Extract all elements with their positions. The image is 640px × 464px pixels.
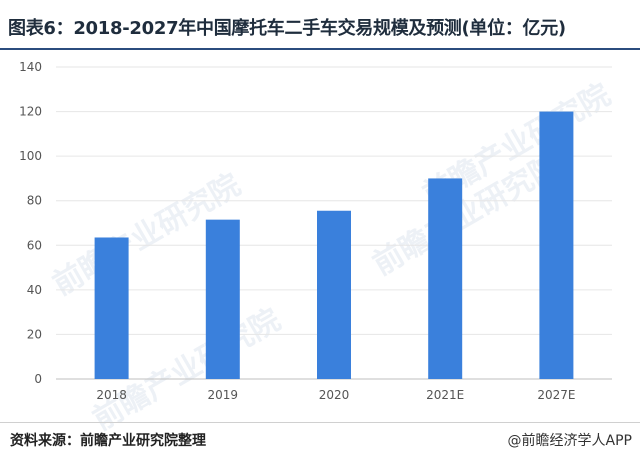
y-tick-label: 40 xyxy=(27,283,42,297)
y-tick-label: 60 xyxy=(27,238,42,252)
footer-divider xyxy=(0,422,640,423)
x-tick-label: 2021E xyxy=(426,388,464,402)
bar xyxy=(428,178,463,379)
y-tick-label: 140 xyxy=(19,60,42,74)
brand-label: @前瞻经济学人APP xyxy=(507,433,632,449)
bar xyxy=(317,210,351,379)
y-tick-label: 120 xyxy=(19,105,42,119)
x-tick-label: 2018 xyxy=(96,388,127,402)
y-tick-label: 80 xyxy=(27,194,42,208)
y-tick-label: 20 xyxy=(27,327,42,341)
y-tick-label: 100 xyxy=(19,149,42,163)
bar xyxy=(539,111,574,380)
y-tick-label: 0 xyxy=(34,372,42,386)
x-tick-label: 2027E xyxy=(537,388,575,402)
bar xyxy=(94,237,129,379)
source-note: 资料来源：前瞻产业研究院整理 xyxy=(10,433,206,449)
title-divider xyxy=(0,48,640,50)
x-tick-label: 2019 xyxy=(208,388,239,402)
chart-title: 图表6：2018-2027年中国摩托车二手车交易规模及预测(单位：亿元) xyxy=(8,18,566,39)
bar xyxy=(205,219,240,379)
x-tick-label: 2020 xyxy=(319,388,350,402)
